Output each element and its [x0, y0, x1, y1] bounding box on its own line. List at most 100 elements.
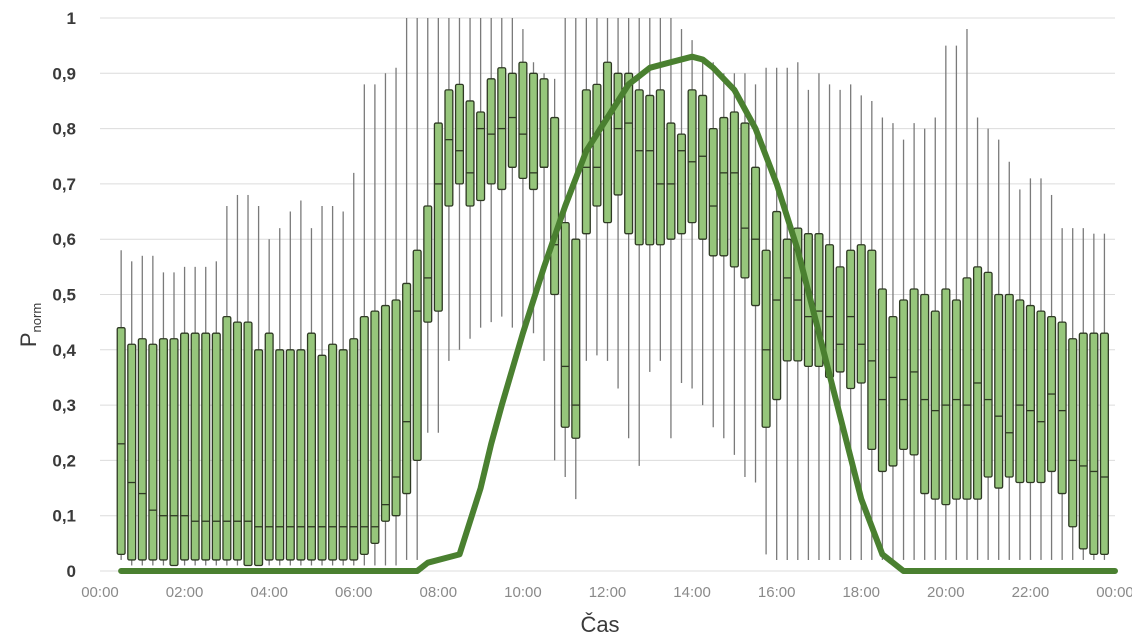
box-25 — [380, 73, 391, 566]
box-body — [624, 72, 634, 235]
box-54 — [687, 40, 697, 389]
box-body — [391, 299, 401, 517]
box-32 — [454, 18, 465, 350]
box-body — [920, 293, 930, 495]
box-15 — [275, 228, 285, 566]
box-9 — [211, 261, 221, 566]
box-69 — [846, 84, 856, 560]
box-body — [137, 338, 147, 561]
y-tick-label-2: 0,2 — [52, 451, 76, 470]
y-tick-label-9: 0,9 — [52, 64, 76, 83]
x-tick-label-12: 00:00 — [1096, 584, 1132, 601]
box-body — [328, 343, 338, 561]
box-79 — [951, 45, 961, 560]
box-13 — [254, 206, 264, 567]
box-93 — [1099, 233, 1109, 560]
box-body — [528, 72, 539, 191]
box-body — [180, 332, 190, 561]
box-88 — [1047, 194, 1057, 560]
box-body — [423, 205, 433, 323]
box-body — [867, 249, 877, 450]
x-tick-label-8: 16:00 — [758, 584, 796, 601]
x-tick-label-11: 22:00 — [1012, 584, 1050, 601]
box-1 — [127, 261, 137, 566]
box-body — [116, 327, 126, 556]
box-52 — [666, 18, 676, 439]
profile-line — [118, 53, 1118, 574]
box-67 — [824, 84, 835, 560]
box-body — [719, 116, 729, 257]
box-body — [306, 332, 317, 561]
x-tick-label-3: 06:00 — [335, 584, 373, 601]
box-body — [550, 116, 560, 296]
box-26 — [391, 67, 401, 566]
box-34 — [476, 18, 486, 328]
box-body — [264, 332, 274, 561]
box-body — [465, 100, 475, 207]
box-30 — [433, 18, 443, 433]
box-19 — [317, 206, 327, 566]
box-42 — [560, 18, 570, 477]
box-3 — [148, 255, 158, 566]
box-body — [729, 111, 739, 268]
y-axis-label: Pnorm — [16, 303, 44, 347]
box-body — [486, 78, 496, 185]
box-62 — [772, 67, 782, 560]
box-28 — [412, 18, 422, 560]
y-tick-label-10: 1 — [67, 9, 76, 28]
box-43 — [571, 18, 581, 500]
box-body — [317, 354, 327, 561]
box-body — [592, 83, 602, 207]
box-70 — [856, 95, 866, 560]
box-body — [254, 349, 264, 567]
box-71 — [867, 100, 877, 560]
box-body — [571, 238, 581, 439]
box-body — [898, 299, 909, 450]
box-85 — [1015, 189, 1025, 560]
box-body — [888, 315, 898, 467]
box-body — [877, 288, 887, 473]
box-6 — [180, 266, 190, 566]
box-body — [190, 332, 200, 561]
box-33 — [465, 18, 475, 339]
box-11 — [232, 194, 243, 566]
x-tick-label-2: 04:00 — [250, 584, 288, 601]
box-body — [444, 89, 454, 207]
box-68 — [835, 89, 845, 560]
box-20 — [328, 206, 338, 566]
box-5 — [169, 272, 179, 567]
box-91 — [1078, 228, 1088, 560]
x-tick-label-5: 10:00 — [504, 584, 542, 601]
box-body — [645, 94, 655, 246]
box-64 — [793, 62, 803, 560]
box-55 — [698, 62, 708, 406]
box-body — [539, 78, 549, 168]
y-tick-label-8: 0,8 — [52, 120, 76, 139]
box-body — [698, 94, 708, 240]
x-axis-label: Čas — [580, 612, 619, 637]
box-46 — [602, 18, 613, 361]
box-body — [370, 310, 380, 544]
box-body — [835, 266, 845, 373]
y-axis-label-sub: norm — [29, 303, 44, 333]
box-75 — [909, 123, 919, 560]
y-tick-label-0: 0 — [67, 562, 76, 581]
box-48 — [624, 18, 634, 439]
box-77 — [930, 117, 940, 560]
box-body — [412, 249, 422, 462]
box-body — [1068, 338, 1078, 528]
box-body — [740, 122, 750, 279]
box-89 — [1057, 228, 1067, 560]
box-72 — [877, 117, 887, 560]
box-body — [1089, 332, 1099, 556]
y-tick-label-3: 0,3 — [52, 396, 76, 415]
box-7 — [190, 266, 200, 566]
box-78 — [941, 45, 951, 560]
box-body — [1099, 332, 1109, 556]
box-80 — [962, 29, 972, 560]
box-body — [772, 210, 782, 401]
box-23 — [359, 84, 369, 566]
box-body — [1078, 332, 1088, 550]
box-10 — [222, 206, 232, 566]
box-90 — [1068, 228, 1078, 560]
